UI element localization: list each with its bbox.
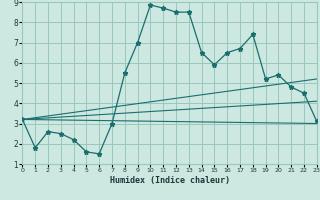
X-axis label: Humidex (Indice chaleur): Humidex (Indice chaleur)	[110, 176, 230, 185]
